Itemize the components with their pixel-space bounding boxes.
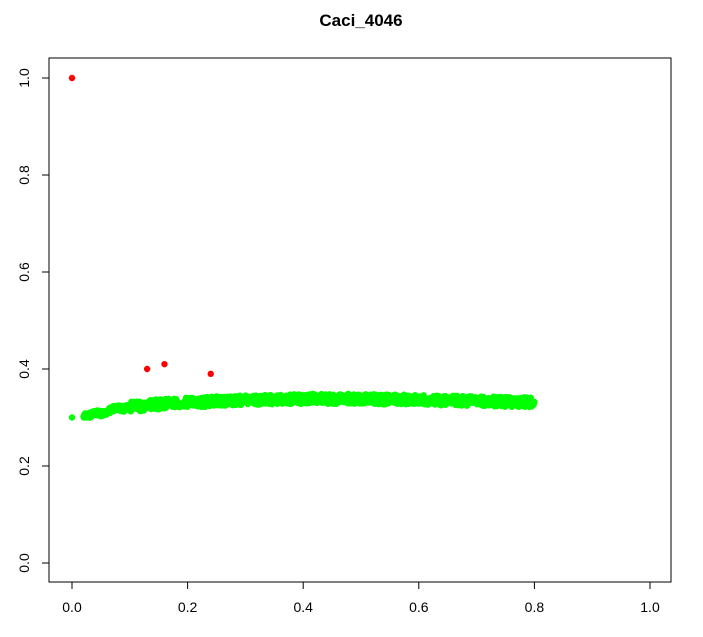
data-point (143, 365, 151, 373)
data-point (223, 398, 230, 405)
data-point (300, 394, 307, 402)
data-point (413, 398, 420, 406)
data-point (161, 360, 168, 368)
data-point (350, 394, 357, 401)
data-point (339, 393, 347, 400)
data-points (68, 74, 538, 421)
data-point (364, 395, 371, 403)
data-point (322, 397, 329, 404)
data-point (352, 400, 359, 407)
data-point (385, 394, 393, 401)
data-point (519, 394, 527, 402)
y-tick-label: 0.4 (16, 359, 32, 379)
x-tick-label: 0.4 (293, 599, 313, 615)
y-axis: 0.0 0.2 0.4 0.6 0.8 1.0 (16, 68, 50, 573)
data-point (147, 404, 154, 411)
data-point (431, 397, 439, 404)
data-point (208, 393, 215, 400)
y-tick-label: 0.2 (16, 456, 32, 476)
data-point (306, 399, 313, 406)
data-point (119, 407, 126, 414)
data-point (133, 402, 141, 410)
data-point (438, 401, 446, 409)
data-point (420, 396, 428, 403)
y-tick-label: 0.8 (16, 165, 32, 185)
y-tick-label: 1.0 (16, 68, 32, 88)
data-point (286, 392, 293, 400)
x-axis: 0.0 0.2 0.4 0.6 0.8 1.0 (62, 581, 660, 615)
data-point (97, 407, 104, 415)
data-point (68, 74, 76, 82)
data-point (152, 401, 160, 408)
data-point (477, 393, 485, 400)
y-tick-label: 0.6 (16, 262, 32, 282)
data-point (263, 395, 271, 403)
data-point (198, 402, 205, 409)
data-point (453, 400, 461, 407)
data-point (138, 400, 146, 407)
data-point (169, 401, 177, 409)
series (68, 74, 214, 378)
data-point (162, 399, 170, 406)
data-point (426, 399, 434, 406)
data-point (254, 400, 261, 408)
data-point (212, 398, 220, 405)
data-point (85, 412, 93, 419)
data-point (237, 400, 244, 407)
data-point (249, 393, 256, 400)
x-tick-label: 0.0 (62, 599, 82, 615)
data-point (108, 407, 116, 415)
data-point (443, 398, 450, 405)
data-point (407, 393, 415, 401)
data-point (111, 402, 119, 410)
data-point (470, 399, 477, 406)
data-point (142, 405, 149, 412)
data-point (191, 398, 198, 406)
data-point (143, 399, 150, 407)
data-point (182, 396, 189, 403)
data-point (91, 409, 98, 416)
data-point (497, 393, 505, 401)
x-tick-label: 0.2 (178, 599, 198, 615)
data-point (481, 401, 488, 408)
data-point (327, 391, 334, 398)
data-point (279, 397, 286, 405)
data-point (450, 393, 458, 400)
data-point (274, 393, 281, 400)
data-point (207, 370, 214, 378)
data-point (463, 397, 470, 404)
data-point (396, 396, 404, 403)
x-tick-label: 0.6 (409, 599, 429, 615)
data-point (175, 403, 183, 411)
data-point (168, 396, 176, 404)
x-tick-label: 0.8 (525, 599, 545, 615)
data-point (380, 399, 387, 407)
data-point (373, 395, 380, 402)
data-point (294, 399, 302, 407)
data-point (485, 394, 492, 402)
series (68, 390, 538, 421)
data-point (490, 398, 497, 406)
plot-area (48, 57, 672, 583)
data-point (515, 400, 522, 408)
data-point (313, 395, 321, 403)
y-tick-label: 0.0 (16, 553, 32, 573)
data-point (68, 414, 76, 421)
chart-title: Caci_4046 (319, 11, 402, 30)
data-point (238, 394, 245, 402)
data-point (506, 397, 513, 405)
data-point (230, 396, 237, 404)
x-tick-label: 1.0 (640, 599, 660, 615)
data-point (306, 393, 313, 400)
